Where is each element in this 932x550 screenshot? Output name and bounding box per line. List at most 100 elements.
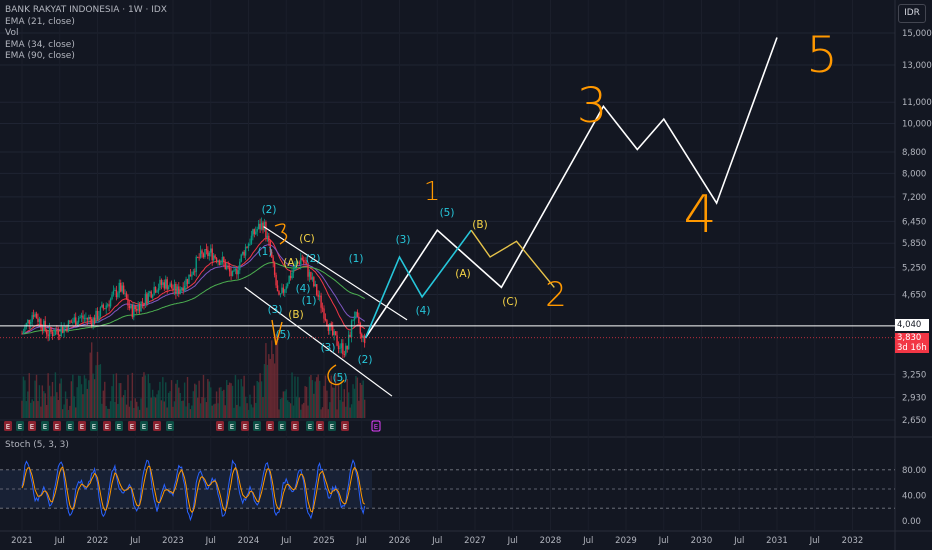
candle-body — [98, 316, 100, 320]
candle-body — [329, 323, 331, 331]
volume-bar — [88, 380, 90, 418]
candle-body — [75, 317, 77, 325]
symbol-title[interactable]: BANK RAKYAT INDONESIA · 1W · IDX — [5, 5, 167, 15]
volume-bar — [228, 382, 231, 418]
earnings-marker: E — [266, 421, 274, 431]
earnings-letter: E — [293, 423, 297, 431]
earnings-badge — [228, 421, 236, 431]
time-tick-label: Jul — [658, 536, 669, 546]
earnings-letter: E — [374, 423, 378, 431]
volume-bar — [236, 404, 238, 418]
horizontal-level-line[interactable] — [0, 325, 895, 339]
candle-body — [120, 282, 122, 292]
candle-body — [105, 305, 107, 309]
candle-body — [300, 257, 302, 265]
candle-body — [224, 261, 226, 270]
volume-bar — [241, 386, 244, 418]
volume-bar — [121, 397, 123, 418]
time-tick-label: 2027 — [464, 536, 486, 546]
volume-bar — [86, 388, 89, 418]
earnings-marker: E — [78, 421, 86, 431]
candle-body — [130, 305, 132, 308]
volume-bar — [40, 406, 42, 418]
orange-wave-number: 2 — [545, 275, 567, 315]
candle-body — [199, 250, 202, 258]
indicator-ema-90[interactable]: EMA (90, close) — [5, 51, 75, 61]
candle-body — [170, 283, 173, 289]
volume-bar — [220, 387, 222, 418]
volume-bar — [342, 401, 344, 418]
volume-bar — [308, 376, 311, 418]
volume-bar — [300, 409, 302, 418]
volume-bar — [194, 383, 196, 418]
candle-body — [321, 307, 324, 309]
candle-body — [215, 257, 218, 262]
volume-bar — [207, 379, 209, 418]
earnings-letter: E — [218, 423, 222, 431]
volume-bar — [51, 381, 54, 418]
earnings-letter: E — [318, 423, 322, 431]
volume-bar — [347, 392, 350, 418]
earnings-letter: E — [168, 423, 172, 431]
candle-body — [32, 315, 35, 317]
indicator-vol[interactable]: Vol — [5, 28, 19, 38]
candle-body — [27, 319, 29, 323]
candle-body — [266, 235, 269, 238]
candle-body — [281, 287, 283, 294]
volume-bar — [279, 398, 282, 418]
price-tick-label: 7,200 — [902, 193, 926, 203]
yellow-wave-label: (A) — [283, 257, 298, 269]
indicator-ema-21[interactable]: EMA (21, close) — [5, 16, 75, 27]
volume-bar — [246, 403, 248, 418]
candle-body — [361, 333, 363, 338]
volume-bar — [182, 400, 184, 418]
chart-legend: BANK RAKYAT INDONESIA · 1W · IDX EMA (21… — [5, 5, 167, 63]
indicator-ema-34[interactable]: EMA (34, close) — [5, 39, 75, 50]
volume-bar — [72, 374, 74, 418]
volume-bar — [326, 390, 328, 418]
volume-bar — [346, 379, 348, 418]
yellow-wave-label: (A) — [455, 268, 470, 280]
candle-body — [316, 284, 318, 295]
volume-bar — [189, 409, 192, 418]
volume-bar — [28, 373, 30, 418]
candle-body — [154, 287, 157, 293]
volume-bar — [30, 402, 32, 418]
candle-body — [93, 317, 96, 323]
earnings-badge — [253, 421, 261, 431]
volume-bar — [111, 386, 113, 418]
earnings-marker: E — [66, 421, 74, 431]
orange-mark-b — [274, 223, 288, 245]
volume-bar — [170, 380, 173, 418]
earnings-badge — [90, 421, 98, 431]
volume-bar — [255, 402, 257, 418]
volume-bar — [167, 392, 170, 418]
volume-bar — [43, 391, 45, 418]
volume-bar — [259, 373, 261, 418]
cyan-wave-label: (1) — [349, 253, 364, 265]
volume-bar — [223, 389, 225, 418]
volume-bar — [115, 373, 118, 418]
candle-body — [34, 313, 36, 317]
volume-bar — [181, 400, 183, 418]
volume-bar — [314, 381, 316, 418]
earnings-marker: E — [328, 421, 336, 431]
volume-bar — [239, 406, 241, 418]
stoch-indicator-label[interactable]: Stoch (5, 3, 3) — [5, 440, 69, 450]
candle-body — [38, 319, 41, 322]
candle-body — [121, 285, 123, 292]
candle-body — [79, 317, 81, 318]
earnings-marker: E — [291, 421, 299, 431]
last-price-tag: 3,830 3d 16h — [895, 333, 929, 353]
volume-bar — [192, 391, 195, 418]
currency-button[interactable]: IDR — [898, 4, 926, 23]
earnings-letter: E — [155, 423, 159, 431]
candle-body — [297, 262, 299, 264]
volume-bar — [237, 379, 240, 418]
candle-body — [137, 304, 139, 311]
volume-bar — [321, 407, 324, 418]
volume-bar — [85, 378, 87, 418]
earnings-marker: E — [41, 421, 49, 431]
